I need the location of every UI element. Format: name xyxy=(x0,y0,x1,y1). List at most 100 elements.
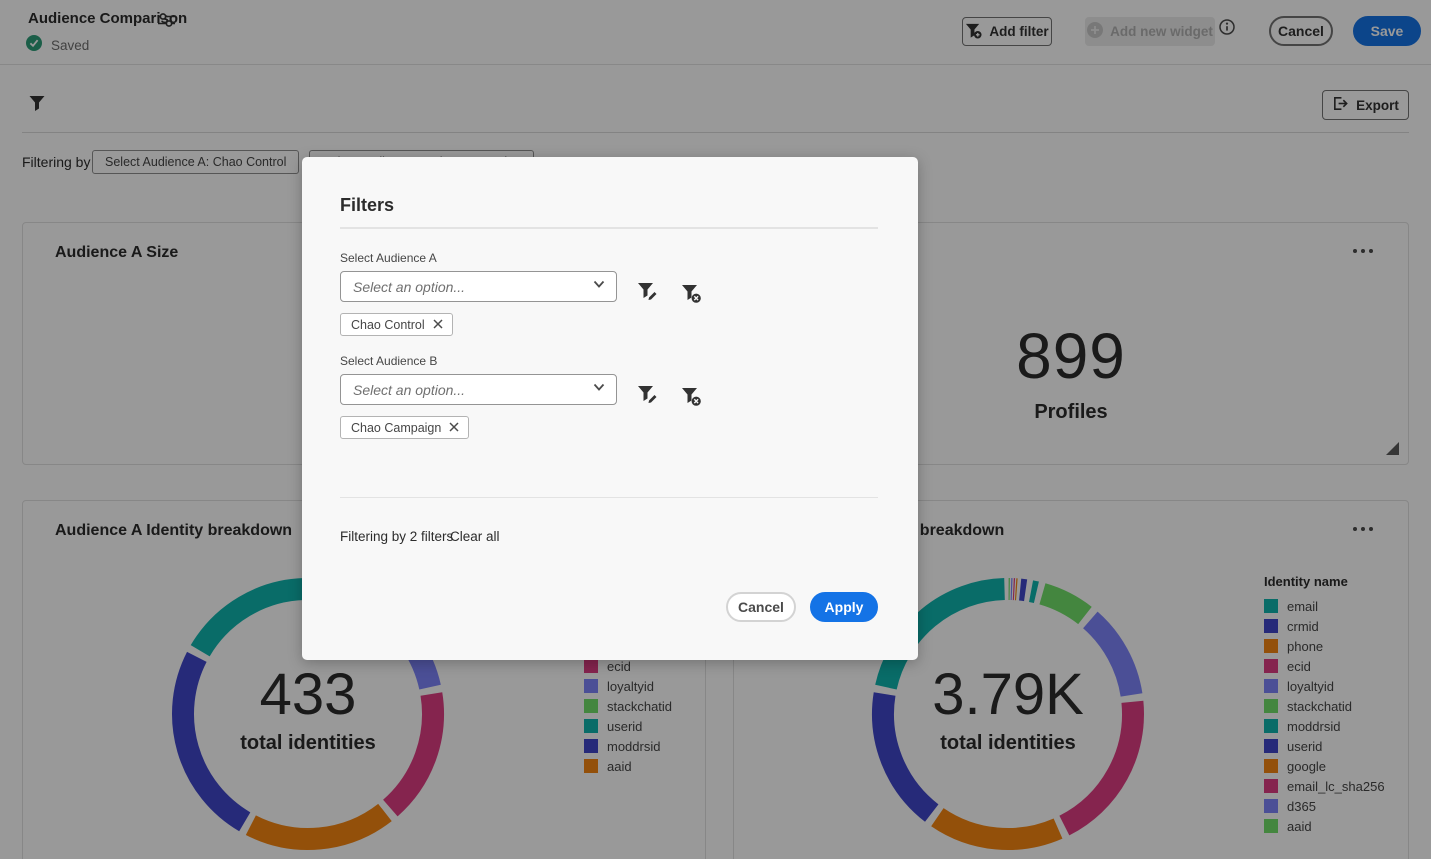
legend-swatch xyxy=(1264,679,1278,693)
more-options-icon[interactable] xyxy=(1352,241,1374,259)
donut-segment-crmid xyxy=(872,692,939,822)
more-options-icon[interactable] xyxy=(1352,519,1374,537)
card-title: Audience A Size xyxy=(55,244,179,261)
legend-item: moddrsid xyxy=(584,736,672,756)
donut-segment-moddrsid xyxy=(1028,580,1039,603)
audience-a-selection-chip[interactable]: Chao Control xyxy=(340,313,453,336)
filter-count-summary: Filtering by 2 filters xyxy=(340,529,454,544)
audience-b-field-label: Select Audience B xyxy=(340,354,438,368)
legend-label: ecid xyxy=(1287,658,1311,674)
legend-item: loyaltyid xyxy=(584,676,672,696)
chevron-down-icon xyxy=(592,380,606,399)
add-filter-label: Add filter xyxy=(989,24,1049,39)
legend-item: d365 xyxy=(1264,796,1385,816)
dropdown-placeholder: Select an option... xyxy=(353,381,466,398)
legend-item: email_lc_sha256 xyxy=(1264,776,1385,796)
audience-a-dropdown[interactable]: Select an option... xyxy=(340,271,617,302)
legend-swatch xyxy=(1264,599,1278,613)
export-label: Export xyxy=(1356,97,1399,113)
legend-swatch xyxy=(1264,779,1278,793)
legend-swatch xyxy=(584,759,598,773)
legend-swatch xyxy=(584,739,598,753)
donut-segment-userid xyxy=(1019,578,1028,602)
add-filter-button[interactable]: Add filter xyxy=(962,17,1052,46)
donut-segment-crmid xyxy=(172,651,251,832)
legend-swatch xyxy=(1264,619,1278,633)
filter-edit-icon[interactable] xyxy=(636,383,658,405)
donut-chart-audience-b: 3.79K total identities xyxy=(872,578,1144,850)
dialog-apply-button[interactable]: Apply xyxy=(810,592,878,622)
info-icon[interactable] xyxy=(1219,19,1235,40)
dialog-apply-label: Apply xyxy=(824,599,864,615)
legend-label: email xyxy=(1287,598,1319,614)
legend-item: aaid xyxy=(1264,816,1385,836)
legend-label: crmid xyxy=(1287,618,1319,634)
legend-item: aaid xyxy=(584,756,672,776)
dialog-title: Filters xyxy=(340,195,395,215)
audience-b-dropdown[interactable]: Select an option... xyxy=(340,374,617,405)
legend-label: loyaltyid xyxy=(1287,678,1334,694)
close-icon[interactable] xyxy=(433,316,443,334)
filter-funnel-icon[interactable] xyxy=(28,94,50,116)
save-button[interactable]: Save xyxy=(1353,16,1421,46)
legend-label: google xyxy=(1287,758,1327,774)
legend-swatch xyxy=(1264,699,1278,713)
legend-swatch xyxy=(1264,739,1278,753)
legend-item: phone xyxy=(1264,636,1385,656)
page-title: Audience Comparison xyxy=(28,10,188,27)
donut-total-value: 3.79K xyxy=(932,662,1084,727)
dialog-footer-divider xyxy=(340,497,878,498)
legend-audience-b: Identity name email crmid phone ecid loyaltyi… xyxy=(1264,574,1385,836)
close-icon[interactable] xyxy=(449,419,459,437)
clear-all-link[interactable]: Clear all xyxy=(450,529,500,544)
save-label: Save xyxy=(1370,23,1404,39)
legend-swatch xyxy=(1264,759,1278,773)
legend-title: Identity name xyxy=(1264,574,1348,589)
legend-item: email xyxy=(1264,596,1385,616)
card-title: Audience A Identity breakdown xyxy=(55,522,293,539)
legend-label: stackchatid xyxy=(607,698,673,714)
filters-dialog: Filters Select Audience A Select an opti… xyxy=(302,157,918,660)
resize-handle[interactable] xyxy=(1386,442,1399,455)
success-check-icon xyxy=(26,35,42,56)
export-icon xyxy=(1332,95,1349,115)
legend-label: aaid xyxy=(1287,818,1312,834)
cancel-button[interactable]: Cancel xyxy=(1269,16,1333,46)
dialog-title-divider xyxy=(340,227,878,229)
filter-clear-icon[interactable] xyxy=(680,282,702,304)
legend-item: ecid xyxy=(1264,656,1385,676)
donut-total-label: total identities xyxy=(240,732,376,754)
legend-item: ecid xyxy=(584,656,672,676)
filter-add-icon xyxy=(965,22,982,42)
legend-item: moddrsid xyxy=(1264,716,1385,736)
profiles-count: 899 xyxy=(1016,320,1126,392)
toolbar-divider xyxy=(22,132,1409,133)
legend-item: crmid xyxy=(1264,616,1385,636)
settings-sliders-icon[interactable] xyxy=(157,11,176,35)
donut-segment-email xyxy=(875,578,1006,690)
legend-label: moddrsid xyxy=(607,738,661,754)
dialog-cancel-button[interactable]: Cancel xyxy=(726,592,796,622)
dropdown-placeholder: Select an option... xyxy=(353,278,466,295)
filter-clear-icon[interactable] xyxy=(680,385,702,407)
chip-label: Chao Campaign xyxy=(351,420,442,435)
audience-b-selection-chip[interactable]: Chao Campaign xyxy=(340,416,470,439)
legend-item: stackchatid xyxy=(584,696,672,716)
legend-item: userid xyxy=(1264,736,1385,756)
legend-label: ecid xyxy=(607,658,631,674)
status-label: Saved xyxy=(51,38,90,53)
legend-item: userid xyxy=(584,716,672,736)
dialog-cancel-label: Cancel xyxy=(738,599,784,615)
legend-swatch xyxy=(1264,659,1278,673)
filter-edit-icon[interactable] xyxy=(636,280,658,302)
page-header: Audience Comparison Saved xyxy=(0,0,1431,65)
legend-label: aaid xyxy=(607,758,632,774)
legend-item: google xyxy=(1264,756,1385,776)
filter-chip[interactable]: Select Audience A: Chao Control xyxy=(92,150,300,174)
add-new-widget-label: Add new widget xyxy=(1110,24,1213,39)
audience-a-field-label: Select Audience A xyxy=(340,251,437,265)
legend-swatch xyxy=(1264,799,1278,813)
legend-swatch xyxy=(584,699,598,713)
export-button[interactable]: Export xyxy=(1322,90,1409,120)
legend-label: email_lc_sha256 xyxy=(1287,778,1385,794)
